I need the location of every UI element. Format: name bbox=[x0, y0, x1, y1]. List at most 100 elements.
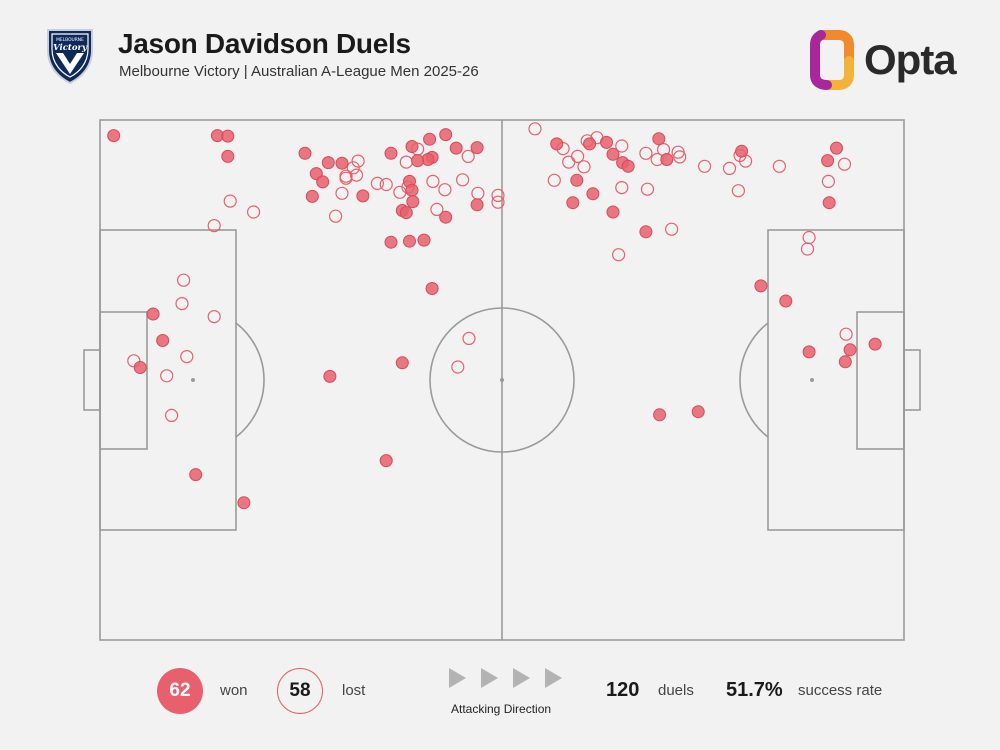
duel-point-won-39 bbox=[379, 454, 393, 468]
duel-point-lost-29 bbox=[160, 369, 174, 383]
duel-point-won-33 bbox=[156, 334, 170, 347]
duel-point-lost-44 bbox=[671, 145, 685, 159]
duel-point-lost-19 bbox=[491, 195, 505, 209]
duel-point-won-27 bbox=[470, 198, 484, 212]
duel-point-lost-12 bbox=[379, 177, 393, 192]
duel-point-won-40 bbox=[550, 137, 564, 151]
attacking-direction-arrows-icon bbox=[449, 668, 562, 688]
lost-count-badge: 58 bbox=[277, 668, 323, 714]
duel-point-lost-34 bbox=[528, 122, 542, 136]
duel-point-lost-25 bbox=[177, 273, 191, 287]
duel-point-won-14 bbox=[423, 132, 437, 146]
duel-point-lost-30 bbox=[180, 350, 194, 364]
duel-point-won-11 bbox=[356, 189, 370, 203]
duel-point-won-34 bbox=[133, 361, 147, 374]
duel-point-lost-60 bbox=[802, 230, 816, 245]
right-penalty-spot bbox=[810, 378, 814, 382]
duel-point-won-1 bbox=[107, 129, 121, 143]
duel-point-won-56 bbox=[822, 196, 836, 210]
duel-point-lost-45 bbox=[562, 155, 576, 169]
left-penalty-arc bbox=[235, 322, 265, 438]
duel-point-won-48 bbox=[570, 173, 584, 187]
duel-point-won-13 bbox=[405, 140, 419, 153]
duel-point-lost-49 bbox=[640, 182, 655, 196]
duel-point-won-57 bbox=[754, 279, 768, 293]
duel-point-won-49 bbox=[586, 187, 600, 201]
won-count-badge: 62 bbox=[157, 668, 203, 714]
right-six-yard-box bbox=[856, 311, 905, 450]
won-label: won bbox=[220, 682, 248, 699]
duel-point-won-35 bbox=[323, 369, 337, 383]
page-subtitle: Melbourne Victory | Australian A-League … bbox=[119, 63, 479, 80]
duel-point-lost-11 bbox=[370, 176, 384, 190]
duel-point-lost-21 bbox=[438, 183, 452, 197]
duel-point-lost-48 bbox=[615, 181, 629, 195]
duel-point-won-44 bbox=[606, 147, 620, 161]
centre-circle bbox=[429, 307, 575, 453]
duel-point-won-37 bbox=[189, 468, 203, 482]
duel-point-won-52 bbox=[639, 225, 653, 239]
duel-point-lost-56 bbox=[837, 157, 852, 171]
duel-point-lost-9 bbox=[351, 154, 365, 168]
opta-brand-name: Opta bbox=[864, 36, 957, 83]
duel-point-won-26 bbox=[439, 210, 453, 224]
duel-point-won-50 bbox=[566, 196, 580, 210]
duel-point-won-25 bbox=[399, 206, 413, 220]
success-rate-label: success rate bbox=[798, 682, 883, 699]
duels-label: duels bbox=[658, 682, 694, 699]
duel-point-won-29 bbox=[403, 234, 416, 248]
left-six-yard-box bbox=[99, 311, 148, 450]
left-penalty-area bbox=[99, 229, 237, 531]
duel-point-won-41 bbox=[583, 137, 597, 151]
opta-logo-icon bbox=[810, 30, 854, 90]
duel-point-lost-40 bbox=[639, 146, 653, 160]
duel-point-won-8 bbox=[316, 175, 330, 189]
duel-point-lost-10 bbox=[349, 168, 364, 182]
crest-text-main: Victory bbox=[53, 43, 88, 53]
duel-point-lost-15 bbox=[399, 155, 413, 169]
duel-point-lost-32 bbox=[462, 331, 476, 345]
duel-point-lost-20 bbox=[426, 174, 440, 188]
duel-point-lost-55 bbox=[772, 159, 787, 173]
duel-point-lost-6 bbox=[329, 209, 343, 223]
duel-point-lost-23 bbox=[491, 188, 505, 202]
centre-spot bbox=[500, 378, 504, 382]
lost-label: lost bbox=[342, 682, 366, 699]
duel-point-won-62 bbox=[868, 337, 882, 351]
duel-point-won-31 bbox=[425, 282, 439, 295]
duels-total: 120 bbox=[606, 679, 640, 701]
duel-point-lost-50 bbox=[697, 159, 712, 173]
left-penalty-spot bbox=[191, 378, 195, 382]
duel-point-won-16 bbox=[449, 141, 463, 155]
duel-point-lost-31 bbox=[165, 408, 179, 422]
duel-point-lost-57 bbox=[821, 174, 836, 188]
duel-point-won-6 bbox=[321, 156, 335, 170]
duel-point-won-38 bbox=[237, 496, 251, 510]
duel-point-won-53 bbox=[735, 144, 749, 158]
duel-point-won-46 bbox=[621, 159, 635, 173]
duel-point-won-9 bbox=[335, 156, 349, 170]
duel-point-won-51 bbox=[606, 205, 620, 219]
duel-point-won-36 bbox=[395, 356, 409, 370]
duel-point-won-58 bbox=[779, 294, 793, 308]
right-penalty-arc bbox=[739, 322, 769, 438]
duel-point-won-28 bbox=[384, 235, 398, 249]
duel-point-won-64 bbox=[691, 405, 705, 419]
duel-point-lost-24 bbox=[430, 202, 444, 216]
duel-point-won-12 bbox=[384, 146, 398, 160]
page-title: Jason Davidson Duels bbox=[118, 28, 411, 59]
duel-point-won-43 bbox=[652, 132, 666, 146]
duel-point-lost-22 bbox=[456, 173, 470, 187]
duel-point-won-30 bbox=[417, 233, 431, 247]
right-penalty-area bbox=[767, 229, 905, 531]
duel-point-won-20 bbox=[411, 154, 425, 168]
duel-point-won-42 bbox=[600, 135, 613, 149]
duel-point-lost-53 bbox=[731, 184, 746, 198]
duel-point-lost-58 bbox=[611, 248, 626, 262]
duel-point-lost-5 bbox=[335, 186, 349, 200]
duel-point-lost-1 bbox=[223, 194, 237, 208]
duel-point-lost-59 bbox=[664, 222, 679, 236]
duel-point-lost-39 bbox=[615, 139, 629, 153]
duel-point-won-63 bbox=[653, 408, 667, 422]
